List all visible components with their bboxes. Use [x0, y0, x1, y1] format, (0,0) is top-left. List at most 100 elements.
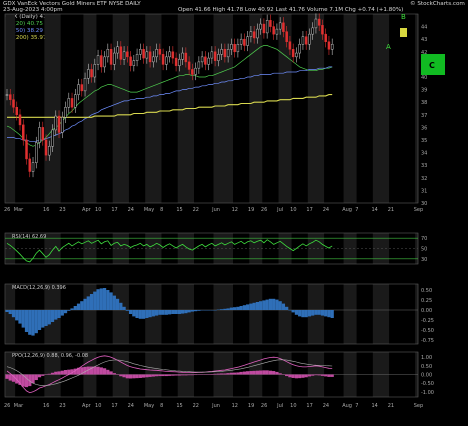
ppo-hist-bar: [15, 374, 19, 384]
x-axis-tick: Sep: [414, 403, 423, 409]
x-axis-tick: 8: [160, 207, 163, 213]
ppo-hist-bar: [327, 374, 331, 377]
macd-axis-tick: -0.50: [421, 328, 434, 334]
annotation-b: B: [401, 13, 406, 21]
macd-bar: [76, 303, 81, 310]
macd-bar: [249, 303, 253, 310]
ppo-title: PPO(12,26,9) 0.88, 0.96, -0.08: [12, 353, 88, 359]
candle: [246, 36, 249, 46]
ppo-axis-tick: 1.00: [421, 355, 432, 361]
ppo-hist-bar: [47, 373, 51, 375]
macd-bar: [154, 310, 159, 316]
ppo-hist-bar: [5, 374, 9, 379]
macd-bar: [324, 310, 328, 317]
candle: [213, 51, 217, 61]
ppo-hist-bar: [122, 374, 126, 378]
macd-axis-tick: 0.00: [421, 308, 432, 314]
candle: [226, 49, 230, 58]
candle: [106, 49, 110, 58]
ppo-hist-bar: [76, 367, 81, 375]
ppo-hist-bar: [154, 374, 159, 377]
ppo-hist-bar: [18, 374, 22, 385]
ppo-hist-bar: [320, 374, 325, 376]
candle: [308, 33, 311, 45]
macd-bar: [67, 310, 71, 311]
x-axis-tick: 24: [128, 207, 134, 213]
macd-bar: [50, 310, 55, 322]
ppo-hist-bar: [93, 366, 97, 375]
ppo-hist-bar: [41, 374, 45, 376]
ppo-hist-bar: [96, 366, 100, 375]
candle: [126, 51, 129, 58]
ppo-hist-bar: [148, 374, 152, 377]
series-ppo: [6, 355, 333, 394]
macd-bar: [109, 292, 113, 310]
x-axis-tick: 21: [388, 207, 394, 213]
macd-axis-tick: 0.50: [421, 288, 432, 294]
candle: [269, 20, 272, 27]
macd-bar: [281, 303, 286, 310]
x-axis-tick: 26: [4, 403, 10, 409]
candle: [236, 43, 240, 53]
macd-bar: [184, 310, 188, 314]
macd-bar: [5, 310, 9, 312]
x-axis-tick: 12: [232, 403, 238, 409]
x-axis-tick: Sep: [414, 207, 423, 213]
macd-bar: [242, 305, 247, 310]
x-axis-tick: 17: [111, 403, 117, 409]
candle: [35, 142, 38, 163]
candle: [327, 41, 331, 50]
ppo-hist-bar: [24, 374, 29, 388]
ppo-hist-bar: [275, 371, 279, 375]
candle: [272, 26, 275, 35]
ppo-hist-bar: [193, 374, 198, 376]
macd-bar: [317, 310, 321, 315]
candle: [230, 43, 233, 50]
ppo-hist-bar: [236, 372, 240, 375]
candle: [129, 56, 132, 66]
week-band: [213, 14, 234, 203]
candle: [256, 28, 259, 39]
candle: [304, 36, 308, 45]
macd-bar: [311, 310, 315, 316]
ppo-hist-bar: [11, 374, 16, 382]
ppo-hist-bar: [28, 374, 32, 387]
ppo-axis-tick: 0.00: [421, 373, 432, 379]
candle: [317, 18, 321, 26]
candle: [67, 98, 71, 108]
candle: [113, 52, 116, 65]
x-axis-tick: Apr: [82, 403, 92, 409]
week-band: [343, 14, 357, 203]
ppo-hist-bar: [50, 372, 55, 375]
candle: [288, 41, 292, 50]
candle: [152, 56, 155, 63]
week-band: [213, 233, 234, 264]
price-axis-tick: 44: [421, 25, 427, 31]
candle: [77, 84, 80, 95]
ppo-hist-bar: [177, 374, 181, 376]
ppo-hist-bar: [184, 374, 188, 376]
price-axis-tick: 37: [421, 113, 427, 119]
ppo-hist-bar: [158, 374, 162, 377]
price-axis-tick: 40: [421, 75, 427, 81]
week-band: [278, 14, 292, 203]
ppo-hist-bar: [291, 374, 295, 378]
x-axis-tick: Mar: [14, 403, 24, 409]
ppo-hist-bar: [187, 374, 191, 376]
macd-bar: [177, 310, 181, 314]
x-axis-tick: Aug: [342, 403, 352, 409]
annotation-c: C: [429, 61, 435, 70]
ppo-hist-bar: [213, 373, 217, 375]
ppo-hist-bar: [145, 374, 149, 378]
x-axis-tick: 26: [4, 207, 10, 213]
candle: [252, 31, 256, 39]
macd-bar: [115, 298, 120, 310]
price-axis-tick: 39: [421, 88, 427, 94]
x-axis-tick: 8: [160, 403, 163, 409]
macd-bar: [106, 290, 110, 310]
macd-bar: [275, 299, 279, 310]
macd-bar: [304, 310, 308, 318]
x-axis-tick: 17: [306, 207, 312, 213]
ppo-hist-bar: [37, 374, 42, 378]
